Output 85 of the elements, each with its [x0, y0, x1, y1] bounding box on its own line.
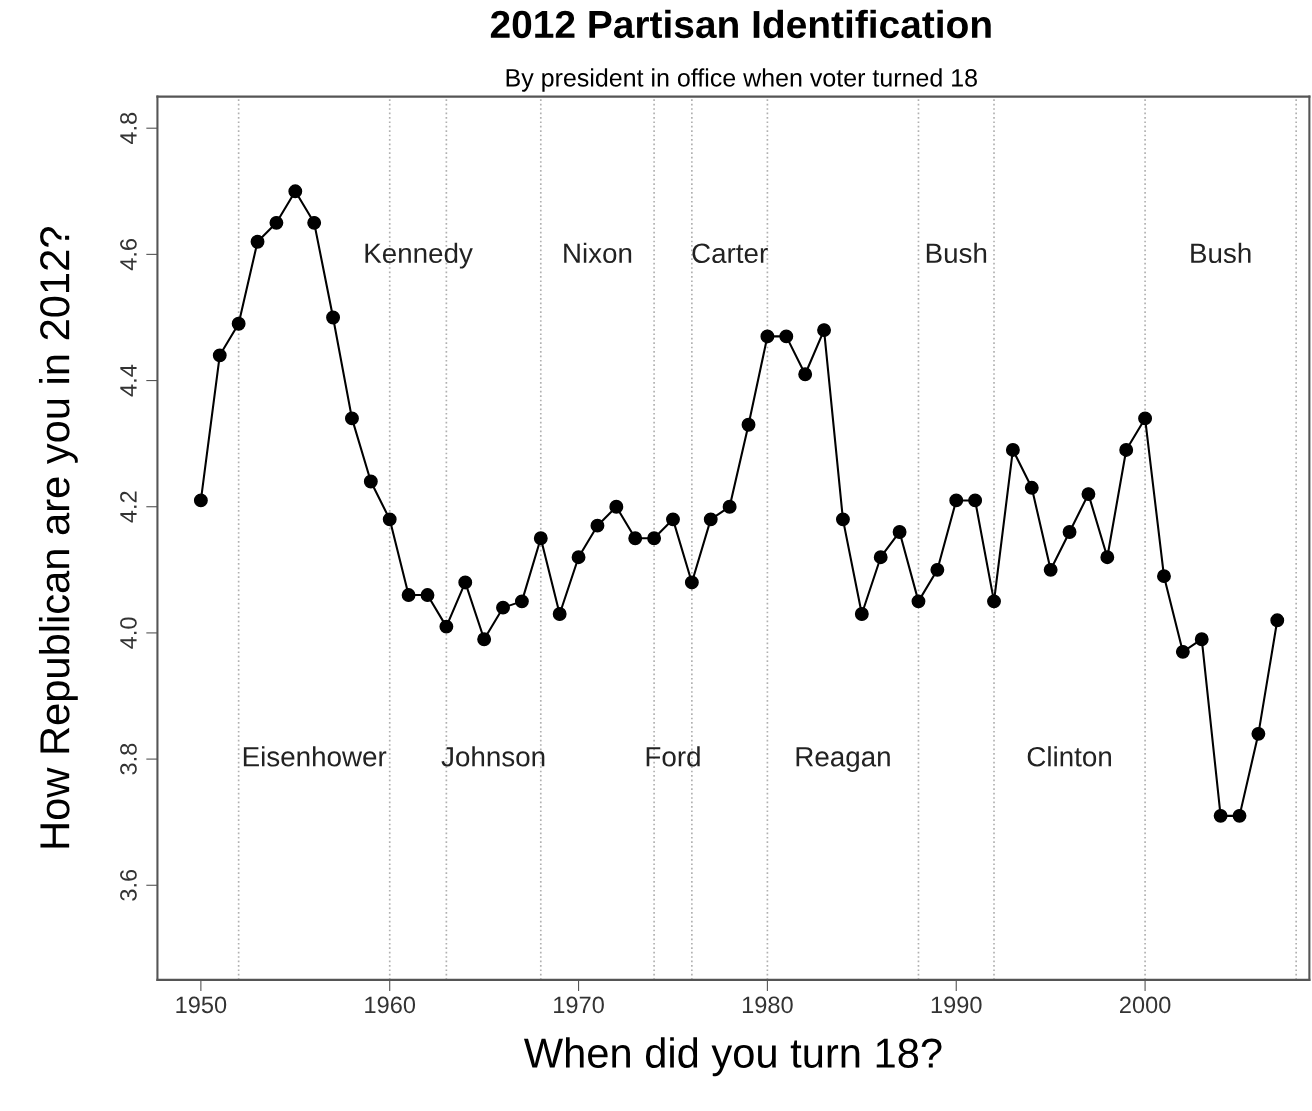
point	[666, 512, 680, 527]
point	[514, 594, 529, 609]
point	[345, 411, 359, 426]
x-tick-label: 2000	[1120, 996, 1171, 1014]
x-tick-label: 1970	[554, 996, 604, 1014]
point	[854, 607, 869, 621]
point	[835, 512, 850, 527]
point	[439, 619, 454, 634]
chart-subtitle: By president in office when voter turned 18	[506, 68, 977, 92]
y-tick-label: 4.4	[120, 364, 137, 397]
y-tick-label: 4.8	[120, 112, 137, 145]
point	[1138, 411, 1153, 426]
point	[1251, 726, 1266, 741]
point	[722, 499, 737, 514]
point	[779, 329, 794, 344]
point	[968, 493, 983, 508]
x-tick-label: 1950	[176, 996, 227, 1014]
point	[684, 575, 699, 590]
ref-line-label: Eisenhower	[243, 746, 387, 767]
x-axis-title: When did you turn 18?	[523, 1037, 942, 1077]
point	[533, 531, 548, 546]
ref-line-label: Ford	[646, 746, 700, 767]
y-tick-label: 4.0	[120, 617, 137, 649]
point	[1175, 644, 1190, 659]
x-tick-label: 1960	[365, 996, 416, 1014]
point	[552, 607, 567, 621]
ref-line-label: Reagan	[796, 747, 890, 773]
point	[1213, 808, 1228, 823]
point	[401, 588, 416, 603]
point	[193, 493, 208, 508]
point	[363, 474, 378, 489]
point	[420, 588, 435, 603]
point	[1270, 613, 1285, 628]
point	[307, 215, 322, 230]
chart-title: 2012 Partisan Identification	[490, 9, 991, 39]
ref-line-label: Nixon	[564, 242, 632, 264]
point	[741, 417, 756, 432]
point	[1157, 569, 1171, 584]
point	[269, 215, 284, 230]
point	[1119, 443, 1134, 457]
x-tick-label: 1990	[931, 996, 982, 1014]
point	[1194, 632, 1209, 647]
point	[1062, 525, 1077, 539]
ref-line-label: Carter	[692, 243, 768, 264]
point	[628, 531, 643, 546]
point	[231, 316, 246, 331]
point	[760, 329, 775, 344]
point	[647, 531, 662, 546]
point	[212, 348, 227, 363]
ref-line-label: Kennedy	[365, 242, 473, 269]
y-axis-title: How Republican are you in 2012?	[38, 227, 78, 848]
ref-line-label: Bush	[1191, 242, 1251, 264]
point	[987, 594, 1001, 609]
point	[458, 575, 473, 590]
point	[382, 512, 397, 527]
point	[477, 632, 492, 647]
point	[1232, 808, 1247, 823]
point	[288, 184, 303, 199]
point	[930, 562, 945, 577]
point	[571, 550, 586, 565]
point	[1024, 480, 1039, 495]
ref-line-label: Johnson	[441, 746, 545, 767]
y-tick-label: 4.6	[120, 239, 137, 271]
point	[873, 550, 888, 565]
y-tick-label: 3.6	[120, 869, 137, 901]
point	[892, 525, 907, 539]
point	[590, 518, 605, 533]
point	[1005, 443, 1020, 457]
y-tick-label: 3.8	[120, 743, 137, 775]
point	[1100, 550, 1115, 565]
point	[798, 367, 813, 382]
point	[609, 499, 624, 514]
point	[1043, 562, 1058, 577]
point	[326, 310, 341, 325]
ref-line-label: Clinton	[1027, 746, 1111, 767]
point	[949, 493, 964, 508]
point	[1081, 487, 1096, 502]
point	[911, 594, 926, 609]
y-tick-label: 4.2	[120, 491, 137, 523]
x-tick-label: 1980	[742, 996, 793, 1014]
point	[496, 600, 510, 615]
ref-line-label: Bush	[926, 242, 987, 264]
point	[250, 234, 265, 249]
point	[703, 512, 718, 527]
point	[817, 323, 831, 338]
